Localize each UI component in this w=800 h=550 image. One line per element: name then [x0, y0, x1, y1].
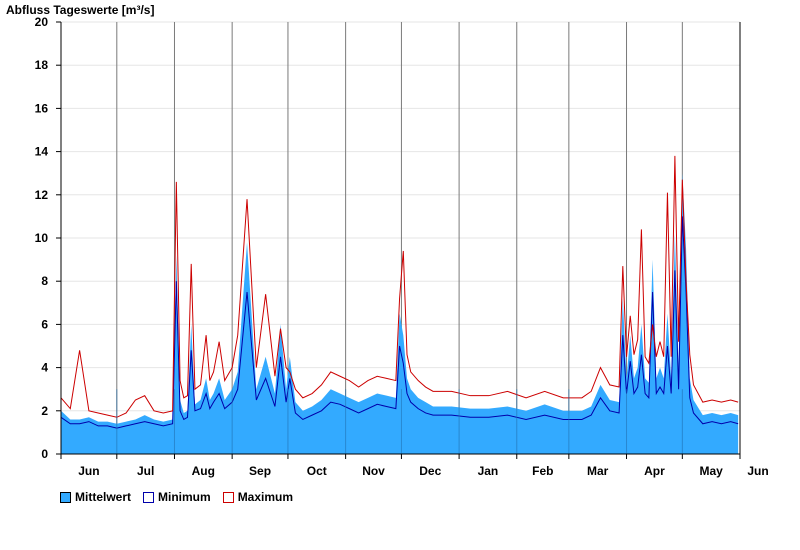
series-min-line: [60, 216, 739, 429]
legend-label-mean: Mittelwert: [75, 490, 132, 504]
y-tick-label: 10: [35, 231, 49, 245]
series-layer: [60, 155, 739, 454]
legend-item-max: Maximum: [222, 490, 294, 504]
legend-swatch-max: [222, 491, 234, 503]
y-tick-label: 4: [41, 361, 48, 375]
x-tick-label: Nov: [362, 464, 385, 478]
x-ticks: Jun Jul Aug Sep Oct Nov Dec Jan Feb Mar Apr May Jun: [60, 454, 769, 478]
y-tick-label: 20: [35, 15, 49, 29]
legend-swatch-mean: [60, 491, 71, 503]
y-tick-label: 8: [41, 274, 48, 288]
legend-item-mean: Mittelwert: [60, 490, 131, 504]
x-tick-label: Sep: [249, 464, 271, 478]
legend-swatch-min: [143, 491, 155, 503]
legend-item-min: Minimum: [143, 490, 211, 504]
y-tick-label: 2: [41, 404, 48, 418]
series-max-line: [60, 155, 739, 418]
x-tick-label: Jun: [747, 464, 768, 478]
y-ticks: 0 2 4 6 8 10 12 14 16 18 20: [35, 15, 61, 461]
y-tick-label: 16: [35, 101, 49, 115]
x-tick-label: Feb: [532, 464, 553, 478]
y-tick-label: 0: [41, 447, 48, 461]
y-tick-label: 12: [35, 188, 49, 202]
series-mean-area: [61, 173, 739, 454]
legend-label-max: Maximum: [237, 490, 294, 504]
x-tick-label: May: [699, 464, 723, 478]
legend: Mittelwert Minimum Maximum: [60, 490, 293, 504]
x-tick-label: Apr: [644, 464, 665, 478]
x-tick-label: Jul: [137, 464, 154, 478]
x-tick-label: Aug: [192, 464, 215, 478]
y-tick-label: 6: [41, 317, 48, 331]
x-tick-label: Mar: [587, 464, 609, 478]
y-tick-label: 14: [35, 145, 49, 159]
x-tick-label: Dec: [419, 464, 441, 478]
x-tick-label: Jun: [78, 464, 99, 478]
x-tick-label: Jan: [478, 464, 499, 478]
x-tick-label: Oct: [307, 464, 327, 478]
legend-label-min: Minimum: [158, 490, 211, 504]
y-tick-label: 18: [35, 58, 49, 72]
chart-title: Abfluss Tageswerte [m³/s]: [6, 3, 155, 17]
